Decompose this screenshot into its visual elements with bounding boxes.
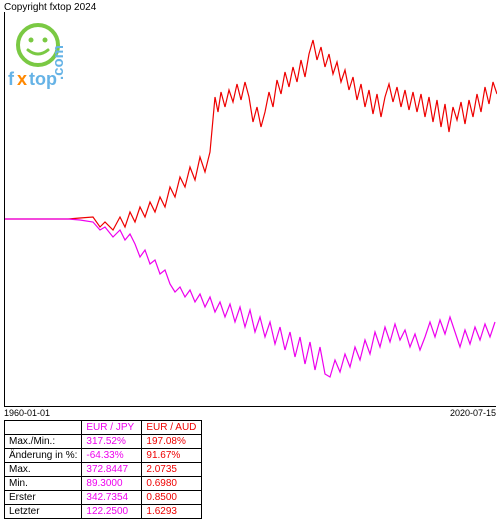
table-row: Max./Min.:317.52%197.08%: [5, 435, 202, 449]
chart-area: [4, 12, 496, 407]
cell-value: 372.8447: [82, 463, 142, 477]
series-line: [5, 40, 497, 230]
cell-value: 2.0735: [142, 463, 202, 477]
cell-value: 342.7354: [82, 491, 142, 505]
table-header: [5, 421, 82, 435]
table-row: Letzter122.25001.6293: [5, 505, 202, 519]
x-axis-start: 1960-01-01: [4, 408, 50, 418]
table-row: Min.89.30000.6980: [5, 477, 202, 491]
table-row: Änderung in %:-64.33%91.67%: [5, 449, 202, 463]
cell-value: 1.6293: [142, 505, 202, 519]
cell-value: -64.33%: [82, 449, 142, 463]
x-axis-end: 2020-07-15: [450, 408, 496, 418]
table-header: EUR / JPY: [82, 421, 142, 435]
row-label: Min.: [5, 477, 82, 491]
cell-value: 317.52%: [82, 435, 142, 449]
row-label: Max./Min.:: [5, 435, 82, 449]
cell-value: 197.08%: [142, 435, 202, 449]
cell-value: 0.6980: [142, 477, 202, 491]
stats-table: EUR / JPYEUR / AUDMax./Min.:317.52%197.0…: [4, 420, 202, 519]
chart-lines: [5, 12, 497, 407]
cell-value: 91.67%: [142, 449, 202, 463]
cell-value: 89.3000: [82, 477, 142, 491]
table-row: Erster342.73540.8500: [5, 491, 202, 505]
row-label: Letzter: [5, 505, 82, 519]
cell-value: 122.2500: [82, 505, 142, 519]
cell-value: 0.8500: [142, 491, 202, 505]
row-label: Erster: [5, 491, 82, 505]
row-label: Max.: [5, 463, 82, 477]
series-line: [5, 219, 495, 377]
row-label: Änderung in %:: [5, 449, 82, 463]
table-row: Max.372.84472.0735: [5, 463, 202, 477]
table-header: EUR / AUD: [142, 421, 202, 435]
